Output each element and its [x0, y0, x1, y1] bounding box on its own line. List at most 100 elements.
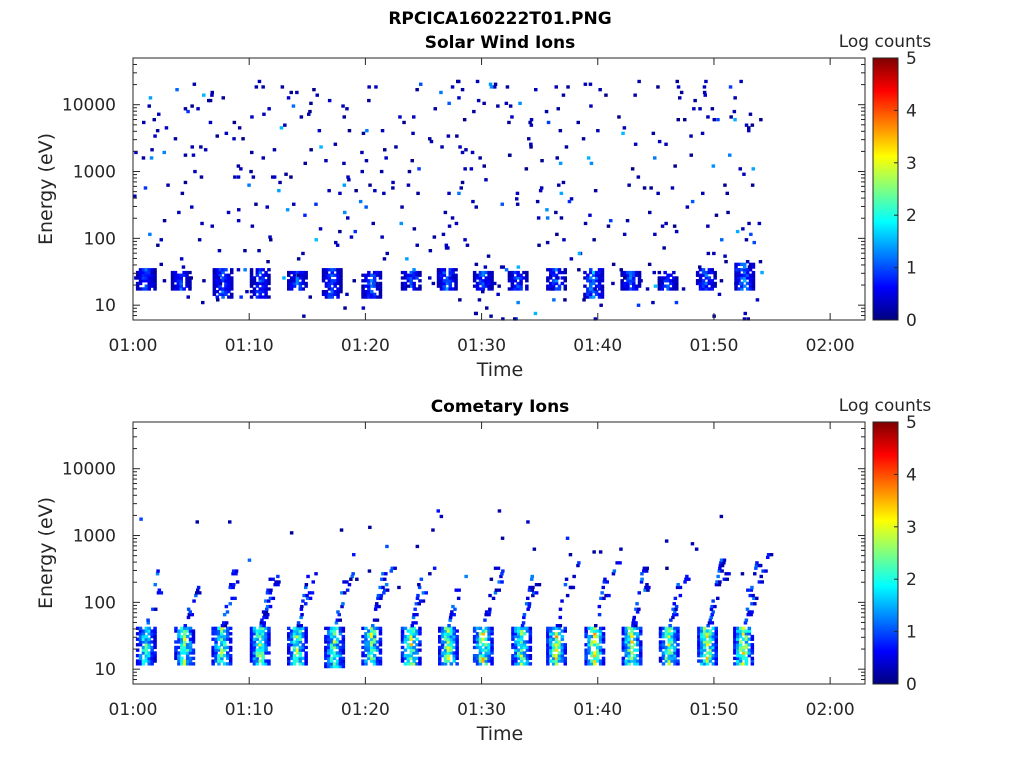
cometary-data-cell	[265, 615, 269, 620]
solar-wind-data-cell	[255, 268, 260, 272]
solar-wind-title: Solar Wind Ions	[425, 33, 576, 53]
cometary-data-cell	[514, 629, 518, 633]
solar-wind-data-cell	[707, 268, 712, 272]
solar-wind-data-cell	[583, 292, 587, 297]
cometary-data-cell	[519, 640, 524, 644]
cometary-data-cell	[268, 577, 272, 581]
solar-wind-data-cell	[629, 287, 633, 291]
cometary-data-cell	[700, 643, 704, 647]
cometary-data-cell	[150, 662, 154, 666]
cometary-data-cell	[560, 599, 564, 603]
solar-wind-data-cell	[487, 281, 491, 286]
cometary-data-cell	[304, 602, 308, 606]
cometary-data-cell	[601, 648, 606, 652]
cometary-data-cell	[249, 648, 254, 652]
cometary-data-cell	[563, 651, 567, 655]
cometary-data-cell	[517, 634, 521, 639]
cometary-data-cell	[415, 637, 419, 641]
cometary-data-cell	[338, 651, 343, 655]
cometary-data-cell	[214, 645, 218, 650]
cometary-data-cell	[147, 662, 151, 666]
cometary-data-cell	[560, 651, 565, 655]
cometary-data-cell	[673, 645, 677, 650]
solar-wind-data-cell	[713, 281, 717, 286]
cometary-data-cell	[139, 517, 143, 521]
cometary-data-cell	[670, 637, 674, 641]
cometary-data-cell	[456, 596, 461, 601]
solar-wind-data-cell	[258, 270, 262, 275]
cometary-data-cell	[676, 643, 680, 647]
solar-wind-data-cell	[378, 284, 383, 288]
cometary-data-cell	[563, 629, 567, 633]
cometary-data-cell	[311, 580, 315, 584]
cometary-data-cell	[304, 662, 308, 666]
solar-wind-data-cell	[710, 284, 714, 288]
cometary-data-cell	[733, 643, 737, 647]
cometary-data-cell	[633, 648, 637, 652]
cometary-data-cell	[367, 632, 371, 636]
cometary-data-cell	[489, 577, 494, 581]
solar-wind-data-cell	[230, 292, 234, 297]
solar-wind-data-cell	[295, 281, 300, 286]
cometary-data-cell	[700, 659, 704, 663]
cometary-data-cell	[264, 648, 268, 652]
cometary-data-cell	[252, 656, 257, 661]
solar-wind-data-cell	[660, 287, 664, 291]
cometary-data-cell	[438, 634, 442, 639]
solar-wind-data-cell	[698, 107, 702, 111]
cometary-data-cell	[452, 613, 456, 617]
solar-wind-data-cell	[748, 273, 753, 277]
cometary-data-cell	[231, 572, 235, 576]
solar-wind-data-cell	[660, 284, 664, 288]
solar-wind-data-cell	[454, 281, 458, 286]
cometary-data-cell	[633, 632, 637, 636]
solar-wind-data-cell	[745, 260, 750, 264]
solar-wind-data-cell	[339, 279, 343, 283]
solar-wind-data-cell	[454, 268, 458, 272]
cometary-data-cell	[191, 632, 196, 636]
cometary-data-cell	[667, 634, 671, 639]
cometary-data-cell	[676, 634, 680, 639]
cometary-data-cell	[188, 640, 193, 644]
cometary-data-cell	[484, 648, 488, 652]
solar-wind-data-cell	[583, 82, 588, 86]
solar-wind-data-cell	[372, 292, 377, 297]
cometary-data-cell	[720, 563, 725, 568]
cometary-data-cell	[249, 654, 254, 658]
cometary-data-cell	[372, 659, 377, 663]
solar-wind-data-cell	[367, 281, 371, 286]
cometary-data-cell	[338, 632, 343, 636]
solar-wind-data-cell	[734, 276, 738, 280]
cometary-data-cell	[522, 656, 527, 661]
solar-wind-data-cell	[321, 268, 326, 272]
solar-wind-data-cell	[600, 270, 605, 275]
solar-wind-xlabel: Time	[476, 359, 524, 381]
cometary-data-cell	[252, 629, 257, 633]
cometary-data-cell	[527, 604, 531, 609]
cometary-data-cell	[674, 607, 678, 611]
solar-wind-data-cell	[141, 268, 146, 272]
solar-wind-data-cell	[472, 276, 477, 280]
cometary-data-cell	[658, 648, 663, 652]
cometary-data-cell	[138, 629, 143, 633]
cometary-data-cell	[412, 634, 416, 639]
solar-wind-data-cell	[185, 284, 189, 288]
solar-wind-data-cell	[339, 270, 343, 275]
solar-wind-data-cell	[179, 287, 183, 291]
cometary-data-cell	[484, 651, 488, 655]
solar-wind-data-cell	[737, 287, 741, 291]
solar-wind-data-cell	[606, 224, 611, 228]
cometary-data-cell	[634, 624, 638, 628]
solar-wind-data-cell	[298, 287, 302, 291]
cometary-data-cell	[370, 626, 374, 631]
cometary-data-cell	[177, 634, 181, 639]
solar-wind-data-cell	[710, 281, 714, 286]
solar-wind-data-cell	[740, 284, 744, 288]
cometary-data-cell	[602, 596, 606, 601]
cometary-data-cell	[514, 656, 518, 661]
cometary-data-cell	[378, 632, 383, 636]
solar-wind-data-cell	[159, 262, 163, 267]
solar-wind-data-cell	[141, 279, 146, 283]
solar-wind-data-cell	[537, 243, 541, 247]
solar-wind-data-cell	[295, 90, 299, 95]
